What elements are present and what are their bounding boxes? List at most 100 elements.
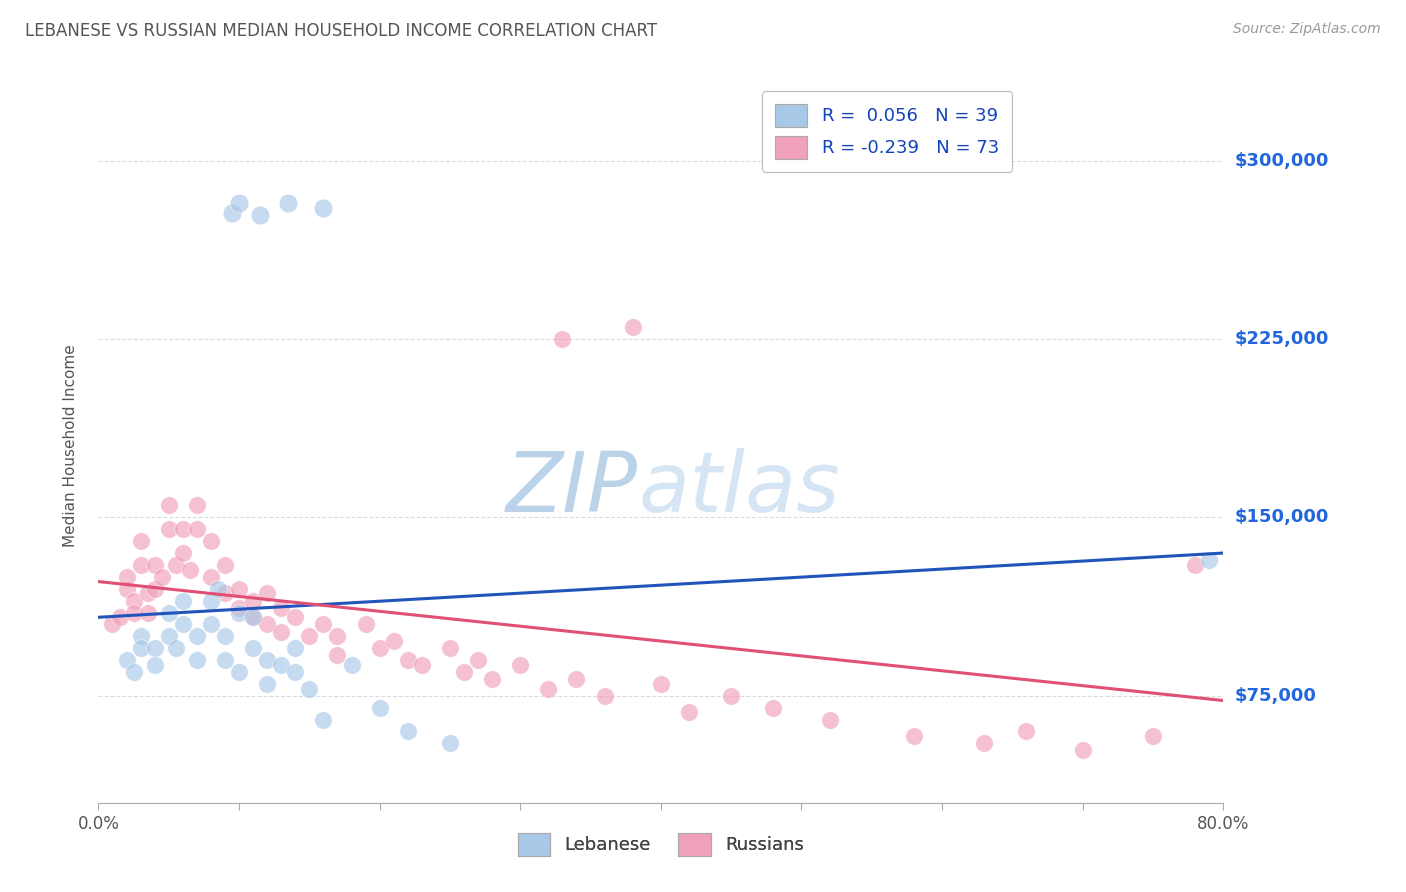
- Point: [509, 657, 531, 672]
- Point: [165, 558, 187, 572]
- Text: $300,000: $300,000: [1234, 152, 1329, 169]
- Point: [354, 617, 377, 632]
- Point: [200, 570, 222, 584]
- Point: [256, 653, 278, 667]
- Point: [270, 657, 292, 672]
- Point: [115, 653, 138, 667]
- Text: ZIP: ZIP: [506, 449, 638, 529]
- Point: [439, 641, 461, 656]
- Point: [228, 606, 250, 620]
- Point: [242, 610, 264, 624]
- Text: LEBANESE VS RUSSIAN MEDIAN HOUSEHOLD INCOME CORRELATION CHART: LEBANESE VS RUSSIAN MEDIAN HOUSEHOLD INC…: [25, 22, 658, 40]
- Point: [762, 700, 785, 714]
- Point: [200, 617, 222, 632]
- Point: [157, 522, 180, 536]
- Point: [136, 606, 159, 620]
- Point: [312, 201, 335, 215]
- Point: [101, 617, 124, 632]
- Point: [973, 736, 995, 750]
- Point: [150, 570, 173, 584]
- Point: [1142, 729, 1164, 743]
- Point: [903, 729, 925, 743]
- Point: [186, 653, 208, 667]
- Point: [326, 648, 349, 663]
- Point: [115, 570, 138, 584]
- Point: [621, 320, 644, 334]
- Point: [284, 610, 307, 624]
- Point: [207, 582, 229, 596]
- Point: [284, 641, 307, 656]
- Point: [1184, 558, 1206, 572]
- Point: [256, 617, 278, 632]
- Point: [326, 629, 349, 643]
- Point: [368, 700, 391, 714]
- Point: [214, 586, 236, 600]
- Point: [214, 653, 236, 667]
- Point: [1015, 724, 1038, 739]
- Text: Source: ZipAtlas.com: Source: ZipAtlas.com: [1233, 22, 1381, 37]
- Point: [172, 522, 194, 536]
- Point: [270, 624, 292, 639]
- Point: [298, 629, 321, 643]
- Point: [481, 672, 503, 686]
- Point: [228, 665, 250, 679]
- Point: [720, 689, 742, 703]
- Text: $75,000: $75,000: [1234, 687, 1316, 705]
- Point: [249, 208, 271, 222]
- Point: [453, 665, 475, 679]
- Point: [396, 653, 419, 667]
- Point: [186, 499, 208, 513]
- Point: [172, 617, 194, 632]
- Point: [650, 677, 672, 691]
- Point: [228, 196, 250, 211]
- Point: [108, 610, 131, 624]
- Point: [228, 600, 250, 615]
- Point: [122, 593, 145, 607]
- Point: [396, 724, 419, 739]
- Point: [242, 641, 264, 656]
- Point: [439, 736, 461, 750]
- Point: [340, 657, 363, 672]
- Point: [143, 558, 166, 572]
- Point: [214, 629, 236, 643]
- Point: [122, 606, 145, 620]
- Point: [200, 593, 222, 607]
- Legend: Lebanese, Russians: Lebanese, Russians: [509, 824, 813, 865]
- Y-axis label: Median Household Income: Median Household Income: [63, 344, 77, 548]
- Point: [467, 653, 489, 667]
- Point: [143, 582, 166, 596]
- Point: [165, 641, 187, 656]
- Point: [256, 586, 278, 600]
- Point: [186, 629, 208, 643]
- Point: [221, 206, 243, 220]
- Point: [214, 558, 236, 572]
- Point: [551, 332, 574, 346]
- Point: [129, 641, 152, 656]
- Text: $225,000: $225,000: [1234, 330, 1329, 348]
- Point: [129, 558, 152, 572]
- Point: [270, 600, 292, 615]
- Point: [678, 706, 700, 720]
- Point: [186, 522, 208, 536]
- Point: [172, 593, 194, 607]
- Point: [242, 610, 264, 624]
- Point: [537, 681, 560, 696]
- Point: [277, 196, 299, 211]
- Point: [143, 657, 166, 672]
- Text: atlas: atlas: [638, 449, 839, 529]
- Point: [129, 629, 152, 643]
- Point: [411, 657, 433, 672]
- Point: [818, 713, 841, 727]
- Point: [312, 617, 335, 632]
- Point: [115, 582, 138, 596]
- Point: [565, 672, 588, 686]
- Point: [129, 534, 152, 549]
- Text: $150,000: $150,000: [1234, 508, 1329, 526]
- Point: [143, 641, 166, 656]
- Point: [179, 563, 201, 577]
- Point: [122, 665, 145, 679]
- Point: [298, 681, 321, 696]
- Point: [136, 586, 159, 600]
- Point: [1198, 553, 1220, 567]
- Point: [157, 629, 180, 643]
